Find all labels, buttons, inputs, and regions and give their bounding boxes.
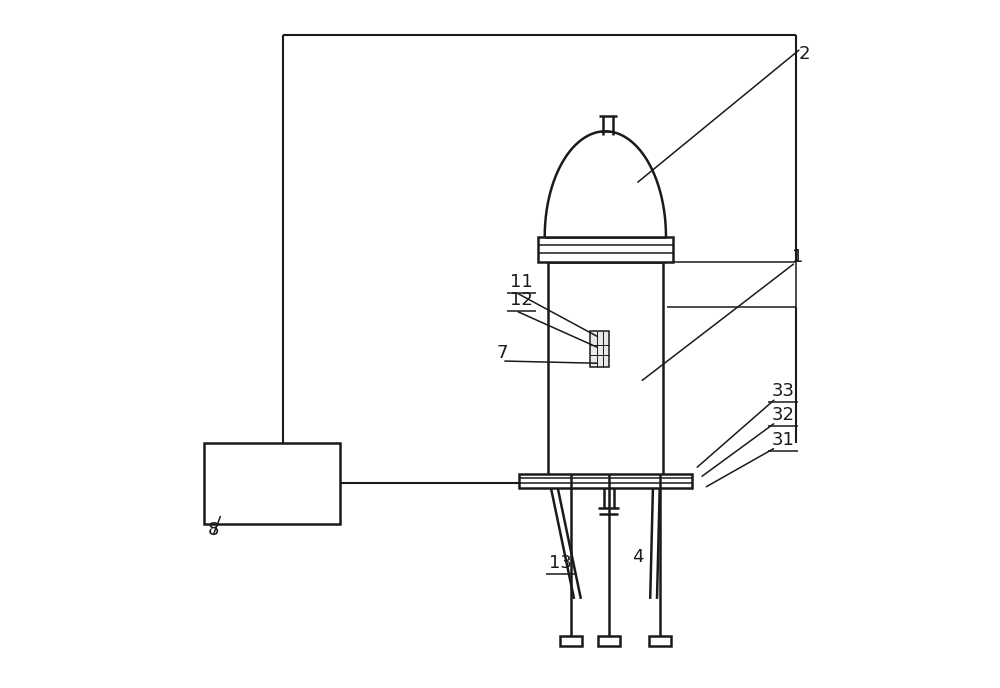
Bar	[548, 262, 663, 480]
Text: 32: 32	[772, 405, 795, 424]
Text: 2: 2	[799, 45, 811, 63]
Text: 12: 12	[510, 291, 533, 310]
Bar	[538, 237, 673, 262]
Bar	[560, 636, 582, 647]
Text: 4: 4	[633, 548, 644, 566]
Bar	[598, 636, 620, 647]
Text: 1: 1	[792, 248, 804, 266]
Bar	[649, 636, 671, 647]
Text: 33: 33	[772, 382, 795, 400]
Bar	[204, 442, 340, 524]
Polygon shape	[545, 131, 666, 237]
Text: 7: 7	[497, 345, 508, 363]
Text: 13: 13	[549, 554, 572, 572]
Bar	[590, 332, 609, 367]
Text: 8: 8	[208, 521, 219, 539]
Text: 11: 11	[510, 273, 533, 291]
Bar	[519, 475, 692, 488]
Text: 31: 31	[772, 431, 795, 449]
